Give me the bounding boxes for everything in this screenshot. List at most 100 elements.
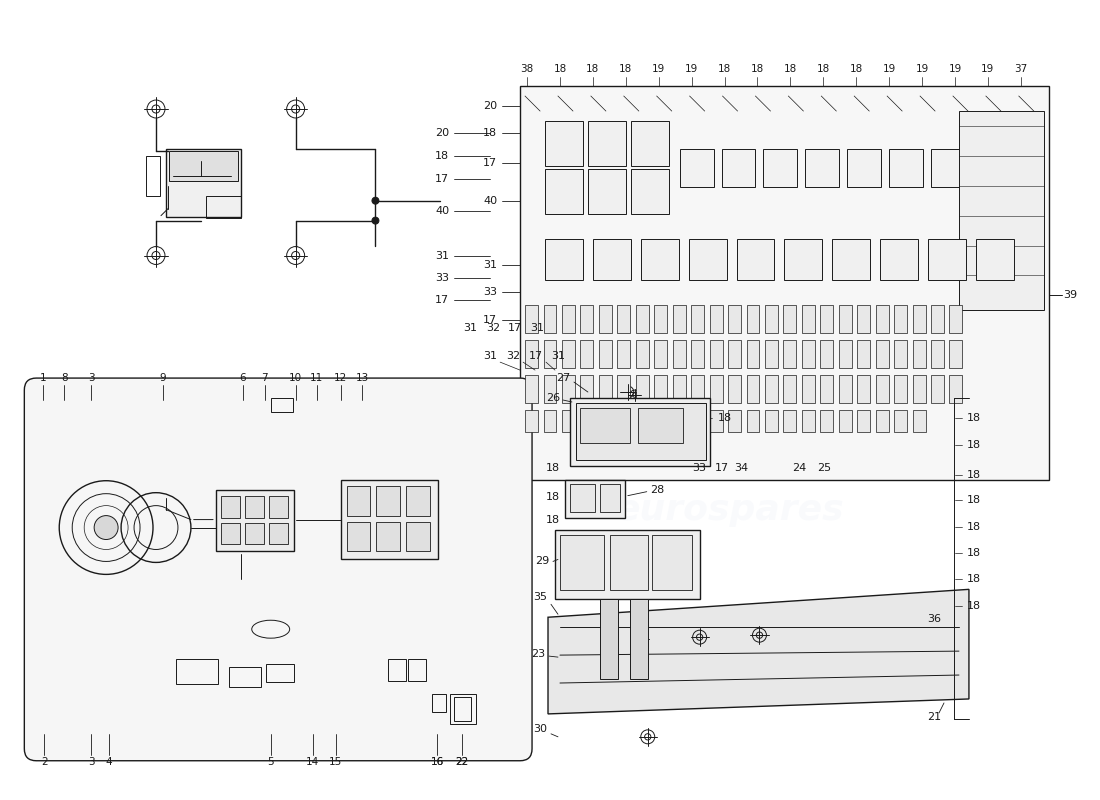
Text: 18: 18 [546, 462, 560, 473]
Text: 27: 27 [556, 373, 570, 383]
Circle shape [372, 217, 378, 224]
Text: 19: 19 [915, 64, 928, 74]
Bar [609, 534, 648, 590]
Bar [876, 306, 889, 334]
Bar [876, 410, 889, 432]
Bar [857, 410, 870, 432]
Bar [544, 169, 583, 214]
Text: 33: 33 [436, 274, 449, 283]
Bar [636, 306, 649, 334]
Bar [271, 398, 293, 412]
Bar [783, 306, 796, 334]
Bar [802, 340, 815, 368]
Bar [880, 238, 918, 281]
Text: 17: 17 [436, 295, 449, 306]
Bar [728, 340, 741, 368]
Polygon shape [548, 590, 969, 714]
Bar [562, 340, 575, 368]
Bar [268, 522, 288, 545]
Text: 18: 18 [967, 494, 981, 505]
Bar [245, 496, 264, 518]
Text: 10: 10 [289, 373, 302, 383]
Bar [593, 238, 630, 281]
Bar [576, 403, 705, 460]
Bar [710, 340, 723, 368]
Text: 18: 18 [967, 602, 981, 611]
Bar [544, 121, 583, 166]
Text: 31: 31 [551, 351, 565, 361]
Text: 29: 29 [535, 557, 549, 566]
Bar [802, 410, 815, 432]
Text: 35: 35 [534, 592, 547, 602]
Text: 26: 26 [546, 393, 560, 403]
Bar [406, 522, 430, 551]
Bar [876, 340, 889, 368]
Bar [764, 410, 778, 432]
Bar [949, 375, 962, 403]
Bar [949, 340, 962, 368]
Text: 18: 18 [967, 440, 981, 450]
Bar [525, 340, 538, 368]
Bar [764, 306, 778, 334]
Bar [221, 522, 240, 545]
Text: 18: 18 [553, 64, 566, 74]
Text: 22: 22 [455, 757, 469, 766]
Bar [673, 375, 685, 403]
Text: 37: 37 [1014, 64, 1027, 74]
Bar [689, 238, 727, 281]
Text: 33: 33 [693, 462, 706, 473]
Bar [722, 149, 756, 186]
Text: 18: 18 [967, 470, 981, 480]
Text: 17: 17 [483, 158, 497, 168]
Text: 18: 18 [546, 514, 560, 525]
Bar [894, 410, 908, 432]
Text: 30: 30 [534, 724, 547, 734]
Text: 28: 28 [650, 485, 664, 494]
Bar [763, 149, 798, 186]
Text: 18: 18 [967, 549, 981, 558]
Text: 18: 18 [967, 574, 981, 584]
Bar [805, 149, 839, 186]
Bar [587, 169, 626, 214]
Bar [931, 306, 944, 334]
Bar [229, 667, 261, 687]
Text: 17: 17 [436, 174, 449, 184]
Bar [894, 375, 908, 403]
Text: 18: 18 [751, 64, 764, 74]
Bar [525, 410, 538, 432]
Bar [913, 306, 925, 334]
Text: 17: 17 [715, 462, 728, 473]
Bar [556, 530, 700, 599]
Text: 31: 31 [483, 351, 497, 361]
Bar [525, 375, 538, 403]
Bar [783, 375, 796, 403]
Text: 33: 33 [483, 287, 497, 298]
Bar [636, 375, 649, 403]
Text: 13: 13 [355, 373, 370, 383]
Bar [784, 238, 823, 281]
Bar [654, 375, 668, 403]
Bar [206, 196, 241, 218]
Text: 32: 32 [506, 351, 520, 361]
Bar [346, 522, 371, 551]
FancyBboxPatch shape [24, 378, 532, 761]
Text: 18: 18 [784, 64, 798, 74]
Text: 18: 18 [546, 492, 560, 502]
Bar [710, 410, 723, 432]
Bar [783, 340, 796, 368]
Bar [821, 410, 834, 432]
Text: 31: 31 [463, 323, 477, 334]
Bar [673, 340, 685, 368]
Bar [406, 486, 430, 515]
Bar [560, 534, 604, 590]
Bar [617, 340, 630, 368]
Bar [889, 149, 923, 186]
Bar [376, 522, 400, 551]
Text: 21: 21 [927, 712, 942, 722]
Bar [543, 340, 557, 368]
Bar [691, 410, 704, 432]
Bar [562, 306, 575, 334]
Text: 15: 15 [329, 757, 342, 766]
Bar [562, 410, 575, 432]
Text: 4: 4 [106, 757, 112, 766]
